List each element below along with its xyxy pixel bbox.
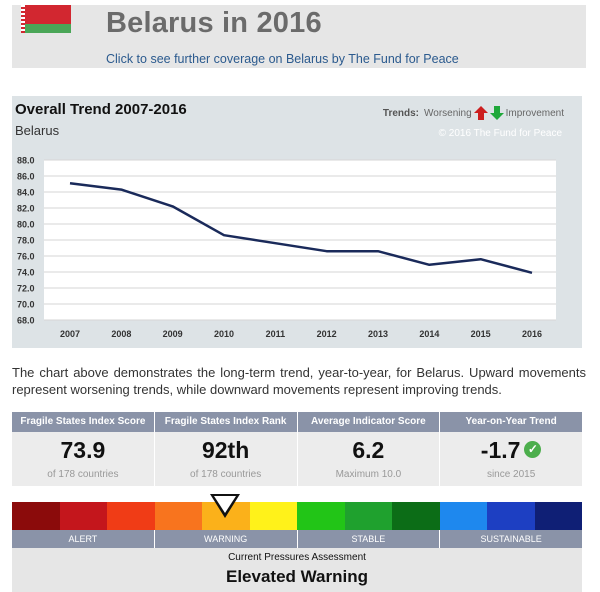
chart-title: Overall Trend 2007-2016: [15, 101, 187, 118]
arrow-down-icon: [489, 106, 504, 120]
assessment-label: Current Pressures Assessment: [228, 552, 366, 563]
legend-worsening: Worsening: [424, 107, 472, 119]
scale-segment: [154, 502, 202, 530]
stats-row: Fragile States Index Score 73.9 of 178 c…: [12, 412, 582, 486]
stat-value: 6.2: [352, 437, 385, 463]
scale-segment: [534, 502, 582, 530]
scale-segment: [439, 502, 487, 530]
scale-segment: [249, 502, 297, 530]
y-tick-label: 74.0: [17, 268, 35, 278]
belarus-flag-icon: [21, 5, 71, 33]
stat-label: Year-on-Year Trend: [440, 412, 582, 432]
stat-fsi-score: Fragile States Index Score 73.9 of 178 c…: [12, 412, 155, 486]
scale-segment: [297, 502, 345, 530]
scale-segment: [12, 502, 60, 530]
stat-note: Maximum 10.0: [335, 469, 402, 480]
stat-note: since 2015: [486, 469, 536, 480]
x-tick-label: 2016: [522, 329, 542, 339]
pressures-assessment: Current Pressures Assessment Elevated Wa…: [12, 548, 582, 592]
stat-fsi-rank: Fragile States Index Rank 92th of 178 co…: [154, 412, 298, 486]
stat-year-trend: Year-on-Year Trend -1.7 ✓ since 2015: [440, 412, 582, 486]
stat-label: Fragile States Index Rank: [154, 412, 297, 432]
stat-note: of 178 countries: [190, 469, 262, 480]
scale-label-alert: ALERT: [12, 530, 155, 548]
y-tick-label: 70.0: [17, 300, 35, 310]
chart-description: The chart above demonstrates the long-te…: [12, 365, 586, 397]
chart-copyright: © 2016 The Fund for Peace: [438, 128, 562, 139]
legend-label: Trends:: [382, 107, 420, 119]
y-tick-label: 76.0: [17, 252, 35, 262]
page-title: Belarus in 2016: [106, 7, 322, 39]
trend-chart-panel: Overall Trend 2007-2016 Belarus Trends: …: [12, 96, 582, 348]
trends-legend: Trends: Worsening Improvement: [383, 106, 564, 120]
x-tick-label: 2011: [266, 329, 286, 339]
y-tick-label: 86.0: [17, 172, 35, 182]
x-tick-label: 2008: [111, 329, 131, 339]
y-tick-label: 68.0: [17, 316, 35, 326]
stat-value: 73.9: [60, 437, 106, 463]
scale-label-warning: WARNING: [155, 530, 298, 548]
stat-value-wrap: -1.7 ✓: [440, 436, 582, 464]
scale-segment: [107, 502, 155, 530]
legend-improvement: Improvement: [505, 107, 564, 119]
y-tick-label: 82.0: [17, 204, 35, 214]
scale-segment: [487, 502, 535, 530]
stat-label: Average Indicator Score: [297, 412, 440, 432]
chart-subtitle: Belarus: [15, 123, 60, 138]
x-tick-label: 2013: [368, 329, 388, 339]
x-tick-label: 2010: [214, 329, 234, 339]
stat-average-indicator: Average Indicator Score 6.2 Maximum 10.0: [297, 412, 441, 486]
fragility-scale-bar: [12, 502, 582, 530]
y-tick-label: 84.0: [17, 188, 35, 198]
assessment-value: Elevated Warning: [225, 567, 368, 586]
x-tick-label: 2015: [471, 329, 491, 339]
scale-label-sustainable: SUSTAINABLE: [480, 534, 542, 544]
x-tick-label: 2012: [317, 329, 337, 339]
trend-line-chart: 88.0 86.0 84.0 82.0 80.0 78.0 76.0 74.0 72.0 70.0…: [17, 156, 556, 339]
y-tick-label: 88.0: [17, 156, 35, 166]
scale-labels: ALERT WARNING STABLE SUSTAINABLE: [12, 530, 582, 548]
scale-segment: [344, 502, 392, 530]
scale-label-stable: STABLE: [298, 530, 441, 548]
stat-value: 92th: [201, 437, 250, 463]
check-circle-icon: ✓: [524, 441, 542, 459]
y-tick-label: 80.0: [17, 220, 35, 230]
coverage-link[interactable]: Click to see further coverage on Belarus…: [106, 52, 459, 66]
header-banner: Belarus in 2016 Click to see further cov…: [12, 5, 586, 68]
x-tick-label: 2009: [163, 329, 183, 339]
y-tick-label: 78.0: [17, 236, 35, 246]
series-line: [69, 181, 533, 275]
stat-label: Fragile States Index Score: [12, 412, 154, 432]
scale-segment: [59, 502, 107, 530]
stat-value: -1.7: [480, 437, 521, 463]
x-tick-label: 2014: [419, 329, 439, 339]
arrow-up-icon: [473, 106, 488, 120]
y-tick-label: 72.0: [17, 284, 35, 294]
x-tick-label: 2007: [60, 329, 80, 339]
scale-segment: [392, 502, 440, 530]
stat-note: of 178 countries: [47, 469, 119, 480]
